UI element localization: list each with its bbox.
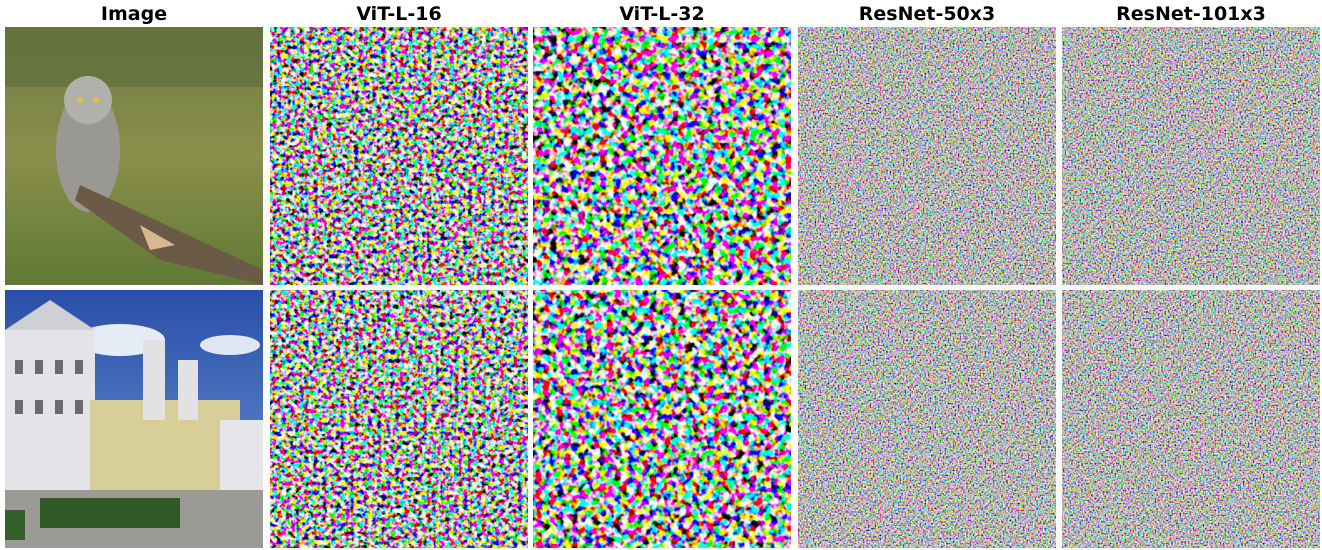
figure: Image ViT-L-16 ViT-L-32 ResNet-50x3 ResNet-1… [0,0,1322,550]
column-headers: Image ViT-L-16 ViT-L-32 ResNet-50x3 ResNet-1… [101,3,1266,25]
vit-l-32-maps [533,27,791,548]
column-header: ViT-L-32 [619,3,704,25]
palace-photo [5,290,263,548]
vit-l-16-maps [270,27,528,548]
column-header: Image [101,3,167,25]
column-header: ResNet-101x3 [1116,3,1266,25]
column-header: ViT-L-16 [356,3,441,25]
column-header: ResNet-50x3 [859,3,996,25]
resnet-101x3-maps [1062,27,1320,548]
resnet-50x3-maps [798,27,1056,548]
owl-photo [5,27,263,285]
